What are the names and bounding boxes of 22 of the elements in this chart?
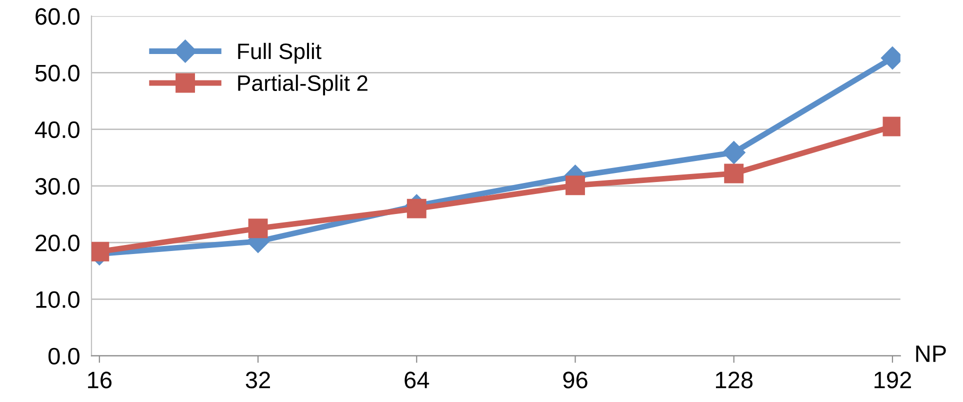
y-tick-label: 20.0 [36, 234, 80, 252]
point [406, 198, 426, 218]
x-tick-label: 16 [88, 372, 112, 388]
point [722, 141, 746, 164]
x-tick-label: 96 [563, 372, 588, 388]
y-tick-label: 10.0 [36, 291, 80, 308]
legend-label: Partial-Split 2 [238, 74, 368, 96]
point [248, 218, 268, 238]
point [724, 164, 744, 184]
y-tick-label: 50.0 [35, 64, 80, 82]
x-axis-title: NP [916, 346, 946, 362]
y-tick-label: 40.0 [34, 121, 80, 138]
x-tick-label: 128 [716, 372, 753, 388]
x-tick-label: 64 [404, 372, 430, 388]
point [566, 176, 585, 196]
y-tick-label: 30.0 [35, 178, 80, 195]
legend-label: Full Split [238, 42, 322, 64]
y-tick-label: 0.0 [48, 348, 80, 365]
x-tick-label: 192 [874, 372, 911, 388]
x-tick-label: 32 [246, 372, 270, 388]
point [91, 242, 110, 262]
y-tick-label: 60.0 [36, 8, 80, 25]
